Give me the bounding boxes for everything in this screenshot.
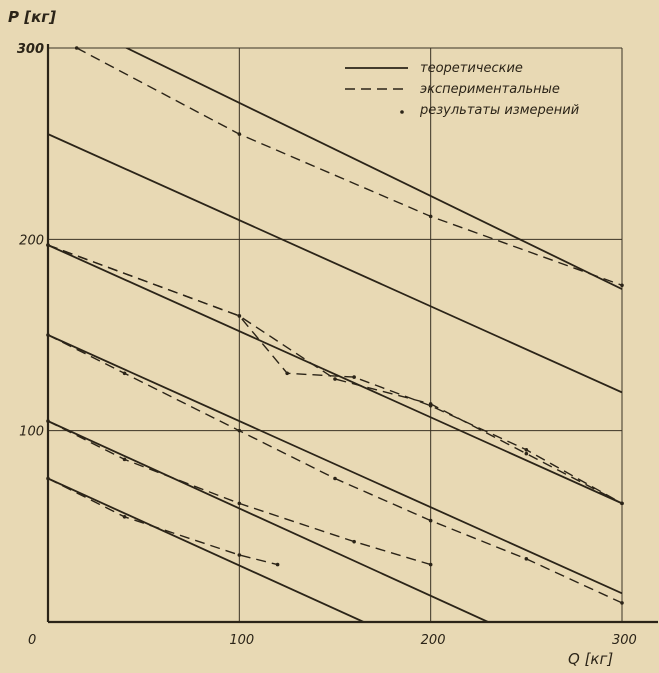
measurement-point-1-3 [428,214,433,219]
measurement-point-3-5 [524,451,529,456]
x-axis-label: Q [кг] [568,650,613,668]
experimental-line-1 [76,48,622,286]
measurement-point-3-3 [333,377,337,381]
x-tick-label-200: 200 [421,633,446,648]
theoretical-lines [48,48,622,622]
measurement-point-4-2 [122,371,127,376]
measurement-point-5-2 [122,457,127,462]
measurement-point-6-1 [46,476,50,481]
theoretical-line-4 [48,334,622,595]
measurement-point-4-6 [524,557,529,561]
measurement-point-4-4 [333,476,337,481]
measurement-point-5-4 [352,539,356,544]
legend-label-1: теоретические [420,61,523,76]
experimental-line-3 [48,244,622,505]
measurement-point-1-4 [620,283,624,288]
theoretical-line-1 [124,48,622,290]
legend-label-2: экспериментальные [420,82,560,97]
measurement-point-4-5 [428,518,433,523]
experimental-lines [46,46,624,605]
measurement-point-1-2 [237,132,242,136]
x-tick-label-0: 0 [28,633,36,648]
y-axis-label: P [кг] [8,8,56,26]
measurement-point-4-1 [46,333,50,337]
measurement-point-3-6 [620,501,624,506]
axis-layer: 0 100 200 300 100 200 300 [17,42,658,648]
legend-swatch-dot [400,110,404,114]
y-tick-label-200: 200 [19,233,44,248]
measurement-point-5-5 [428,562,433,567]
y-tick-label-300: 300 [17,42,44,57]
grid-layer [48,47,623,622]
theoretical-line-6 [48,477,365,622]
legend-label-3: результаты измерений [419,103,579,118]
measurement-point-2-3 [285,371,289,376]
measurement-point-5-1 [46,419,50,423]
measurement-point-4-7 [620,601,624,605]
measurement-point-3-2 [237,314,242,318]
measurement-point-4-3 [237,428,242,433]
x-tick-label-100: 100 [229,633,254,648]
legend: теоретические экспериментальные результаты… [345,61,579,118]
theoretical-line-2 [48,133,622,394]
measurement-point-3-4 [428,402,433,406]
measurement-point-5-3 [237,501,242,506]
measurement-point-2-4 [352,375,356,379]
theoretical-line-5 [48,420,489,622]
theoretical-line-3 [48,244,622,505]
measurement-point-1-1 [74,46,79,50]
experimental-line-6 [48,477,278,566]
measurement-point-6-4 [275,562,280,567]
measurement-point-6-3 [237,553,242,557]
measurement-point-6-2 [122,514,127,519]
measurement-point-3-1 [46,243,50,247]
y-tick-label-100: 100 [19,425,44,440]
x-tick-label-300: 300 [612,633,637,648]
measurement-point-2-6 [524,448,529,452]
